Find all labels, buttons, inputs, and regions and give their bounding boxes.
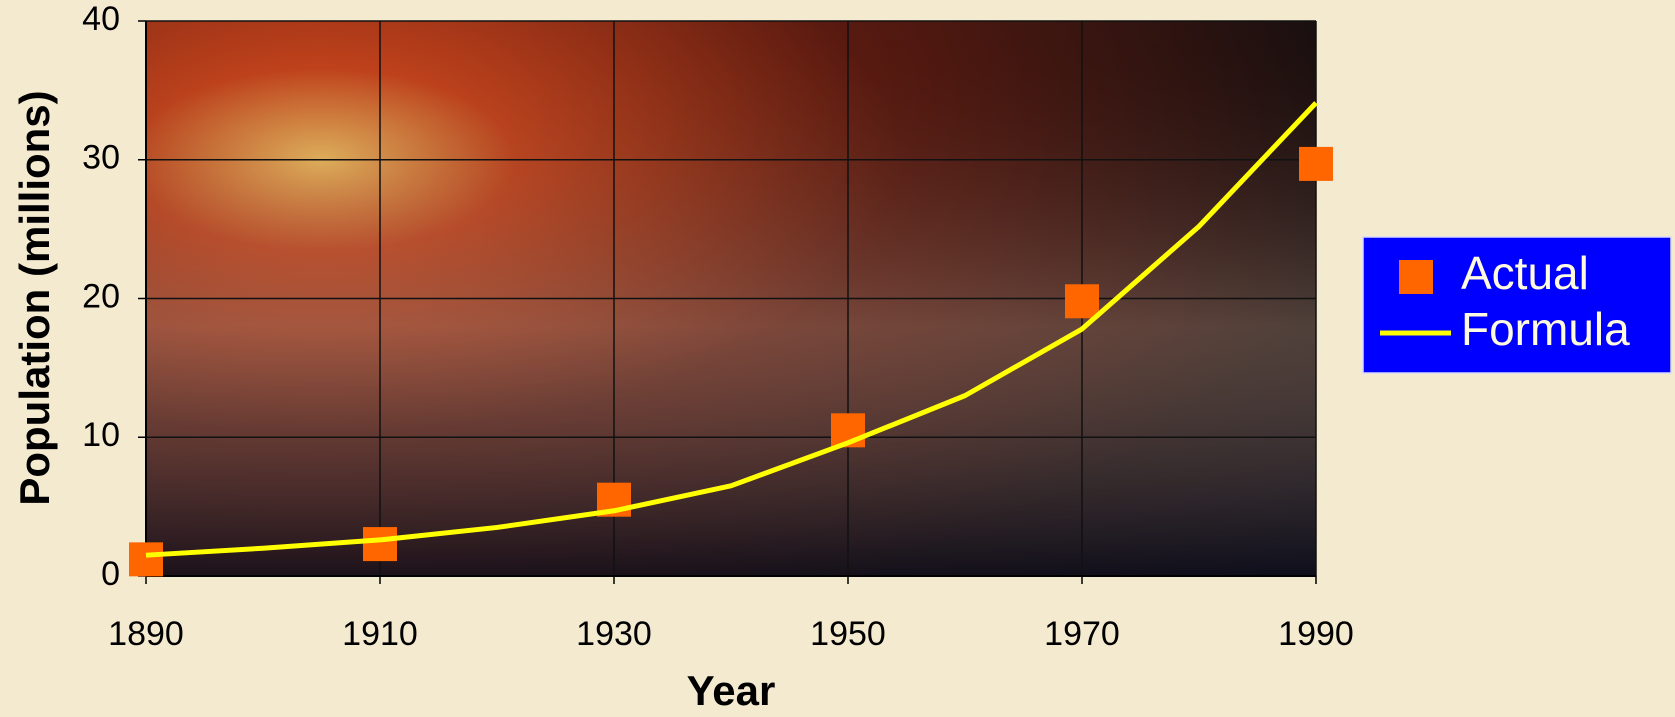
y-tick-label: 20 bbox=[82, 277, 120, 315]
marker bbox=[129, 542, 163, 577]
marker bbox=[1299, 146, 1333, 181]
y-tick-label: 10 bbox=[82, 416, 120, 454]
line-series bbox=[145, 101, 1318, 558]
y-tick-label: 30 bbox=[82, 139, 120, 177]
x-axis-title: Year bbox=[687, 667, 776, 714]
x-tick-label: 1950 bbox=[810, 615, 886, 653]
marker bbox=[1065, 284, 1099, 319]
x-tick-label: 1970 bbox=[1044, 615, 1120, 653]
marker bbox=[363, 527, 397, 562]
y-tick-label: 0 bbox=[101, 555, 120, 593]
x-tick-label: 1990 bbox=[1278, 615, 1354, 653]
x-tick-label: 1890 bbox=[108, 615, 184, 653]
legend-label: Formula bbox=[1461, 303, 1630, 355]
legend-marker bbox=[1399, 260, 1433, 294]
x-tick-label: 1930 bbox=[576, 615, 652, 653]
y-axis-title: Population (millions) bbox=[11, 90, 58, 505]
legend-label: Actual bbox=[1461, 247, 1589, 299]
legend-box bbox=[1362, 236, 1672, 374]
y-tick-label: 40 bbox=[82, 0, 120, 38]
x-tick-label: 1910 bbox=[342, 615, 418, 653]
